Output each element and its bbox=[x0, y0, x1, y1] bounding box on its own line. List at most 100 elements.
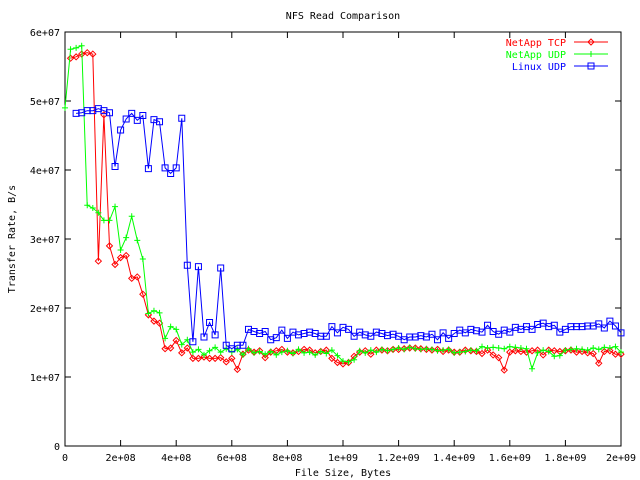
data-point bbox=[84, 202, 91, 209]
data-point bbox=[367, 350, 375, 358]
axis-ticks: 0 2e+08 4e+08 6e+08 8e+08 1e+09 1.2e+09 1.4e+09… bbox=[30, 28, 636, 464]
data-point bbox=[611, 322, 619, 330]
data-point bbox=[178, 349, 186, 357]
y-tick-label: 3e+07 bbox=[30, 235, 60, 246]
data-point bbox=[283, 334, 291, 342]
data-point bbox=[83, 48, 91, 57]
data-point bbox=[256, 348, 263, 355]
data-point bbox=[517, 325, 525, 333]
data-point bbox=[145, 310, 152, 317]
data-point bbox=[383, 332, 391, 340]
x-axis-label: File Size, Bytes bbox=[295, 468, 391, 479]
data-point bbox=[340, 358, 346, 365]
data-point bbox=[506, 328, 514, 336]
y-tick-label: 6e+07 bbox=[30, 28, 60, 39]
chart-title: NFS Read Comparison bbox=[286, 11, 400, 22]
data-point bbox=[67, 46, 74, 53]
data-point bbox=[390, 346, 397, 353]
data-point bbox=[350, 332, 358, 340]
data-point bbox=[233, 365, 242, 374]
data-point bbox=[606, 347, 614, 355]
y-tick-label: 4e+07 bbox=[30, 166, 60, 177]
data-point bbox=[144, 165, 152, 173]
data-point bbox=[456, 349, 463, 356]
data-point bbox=[367, 332, 375, 340]
data-point bbox=[189, 354, 197, 363]
data-point bbox=[278, 349, 285, 356]
data-point bbox=[579, 346, 586, 353]
data-point bbox=[111, 163, 119, 171]
x-tick-label: 2e+09 bbox=[606, 453, 636, 464]
data-point bbox=[156, 309, 163, 316]
legend-label: Linux UDP bbox=[512, 62, 566, 73]
data-point bbox=[239, 351, 246, 358]
data-point bbox=[601, 344, 608, 351]
data-point bbox=[284, 347, 291, 354]
data-point bbox=[428, 346, 435, 353]
data-point bbox=[490, 344, 497, 351]
data-point bbox=[200, 353, 208, 361]
data-point bbox=[417, 346, 424, 353]
data-point bbox=[578, 323, 586, 331]
data-point bbox=[422, 333, 430, 341]
data-point bbox=[112, 203, 119, 210]
data-point bbox=[306, 349, 313, 356]
data-point bbox=[333, 329, 341, 337]
data-point bbox=[289, 350, 296, 357]
data-point bbox=[584, 347, 591, 354]
data-point bbox=[251, 349, 258, 356]
data-point bbox=[494, 353, 503, 362]
y-axis-label: Transfer Rate, B/s bbox=[7, 185, 18, 293]
data-point bbox=[517, 345, 524, 352]
data-point bbox=[467, 347, 474, 354]
data-point bbox=[183, 344, 192, 352]
data-point bbox=[473, 347, 480, 354]
data-point bbox=[211, 354, 219, 363]
data-point bbox=[495, 345, 502, 352]
x-tick-label: 6e+08 bbox=[217, 453, 247, 464]
data-point bbox=[178, 341, 185, 348]
data-point bbox=[411, 333, 419, 341]
data-point bbox=[528, 325, 536, 333]
data-point bbox=[322, 332, 330, 340]
data-point bbox=[434, 347, 441, 354]
data-point bbox=[95, 209, 102, 216]
data-point bbox=[162, 335, 169, 342]
data-point bbox=[351, 356, 358, 363]
data-point bbox=[117, 126, 125, 134]
data-point bbox=[128, 213, 135, 220]
data-point bbox=[578, 347, 586, 356]
data-point bbox=[72, 109, 80, 117]
data-point bbox=[122, 251, 130, 260]
data-point bbox=[217, 349, 224, 356]
data-point bbox=[94, 257, 103, 265]
data-point bbox=[489, 351, 497, 359]
data-point bbox=[617, 329, 625, 337]
data-point bbox=[572, 348, 581, 356]
data-point bbox=[506, 348, 514, 356]
data-point bbox=[550, 321, 558, 329]
data-point bbox=[500, 366, 508, 374]
data-point bbox=[261, 327, 269, 335]
data-point bbox=[239, 341, 247, 349]
data-point bbox=[556, 328, 564, 336]
data-point bbox=[245, 345, 252, 352]
data-point bbox=[105, 109, 113, 117]
data-point bbox=[611, 350, 620, 358]
data-point bbox=[122, 115, 130, 123]
data-point bbox=[106, 217, 113, 224]
data-point bbox=[105, 242, 114, 250]
data-point bbox=[194, 354, 203, 363]
data-point bbox=[529, 365, 536, 372]
data-point bbox=[328, 347, 335, 354]
data-point bbox=[123, 234, 130, 241]
data-point bbox=[551, 353, 558, 360]
data-point bbox=[400, 336, 408, 344]
data-point bbox=[295, 331, 303, 339]
data-point bbox=[73, 44, 80, 51]
data-point bbox=[201, 351, 207, 358]
data-point bbox=[206, 347, 213, 354]
data-point bbox=[612, 343, 619, 350]
y-tick-label: 2e+07 bbox=[30, 304, 60, 315]
